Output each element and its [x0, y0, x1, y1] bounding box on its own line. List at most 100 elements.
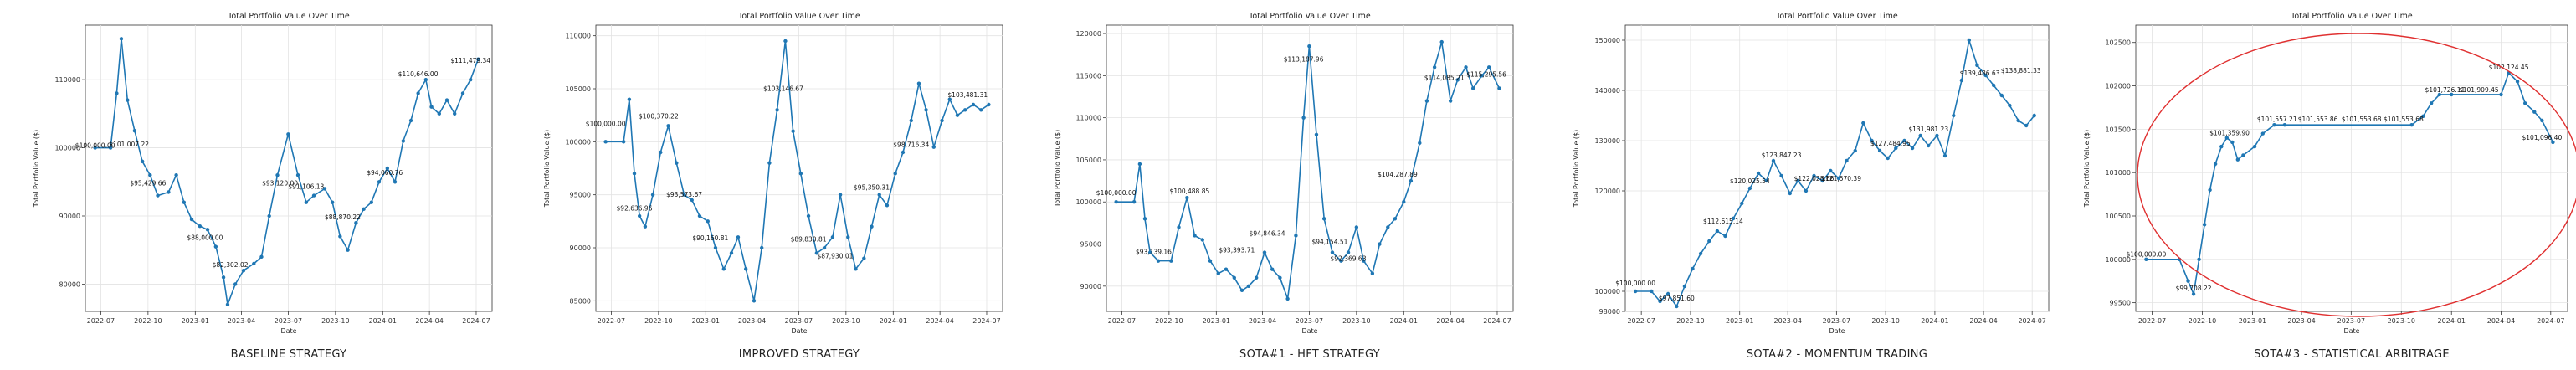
series-point	[1307, 44, 1311, 49]
series-point	[838, 193, 843, 197]
series-point	[862, 256, 866, 260]
series-point	[322, 187, 327, 191]
series-point	[1723, 234, 1727, 239]
series-point	[1829, 168, 1833, 173]
series-point	[1975, 63, 1979, 68]
x-tick-label: 2024-04	[1969, 317, 1997, 325]
series-point	[189, 217, 194, 222]
data-label: $94,846.34	[1250, 229, 1285, 237]
series-point	[225, 302, 230, 307]
chart-caption: IMPROVED STRATEGY	[738, 348, 860, 361]
y-tick-label: 85000	[570, 297, 591, 305]
data-label: $87,930.01	[817, 253, 853, 260]
series-point	[1464, 65, 1468, 69]
series-point	[775, 108, 779, 112]
data-label: $113,187.96	[1284, 55, 1324, 63]
y-tick-label: 80000	[59, 280, 80, 288]
data-label: $93,573.67	[666, 191, 702, 198]
chart-panel-4: 98000 100000 120000 130000 140000 150000 2022-…	[1565, 0, 2050, 370]
series-point	[783, 39, 788, 44]
data-label: $100,000.00	[2127, 251, 2167, 259]
data-label: $112,615.14	[1703, 218, 1743, 225]
chart-title: Total Portfolio Value Over Time	[737, 12, 860, 21]
y-tick-label: 105000	[565, 85, 591, 93]
series-point	[1861, 121, 1865, 126]
series-point	[108, 146, 113, 150]
series-point	[1497, 86, 1501, 90]
data-label: $100,000.00	[1615, 280, 1655, 287]
series-point	[148, 172, 152, 177]
data-label: $90,160.81	[692, 234, 728, 242]
series-point	[311, 193, 316, 198]
series-point	[1270, 267, 1275, 271]
x-tick-label: 2023-01	[182, 317, 209, 325]
x-tick-label: 2024-04	[415, 317, 443, 325]
series-point	[1346, 250, 1351, 254]
x-tick-label: 2024-07	[972, 317, 1000, 325]
series-point	[1330, 250, 1335, 254]
series-point	[1747, 186, 1752, 191]
series-point	[1675, 304, 1679, 309]
series-point	[2024, 123, 2029, 128]
series-point	[241, 268, 246, 273]
series-point	[2515, 80, 2520, 84]
chart-caption: BASELINE STRATEGY	[230, 348, 347, 361]
data-label: $121,570.39	[1821, 175, 1861, 182]
series-point	[2551, 140, 2555, 145]
x-axis-label: Date	[1829, 327, 1845, 335]
series-point	[1715, 229, 1720, 234]
data-label: $98,716.34	[893, 141, 929, 149]
series-point	[444, 98, 449, 102]
series-point	[1779, 173, 1783, 178]
series-point	[743, 267, 748, 271]
series-point	[369, 200, 373, 204]
series-point	[2421, 114, 2425, 119]
series-point	[1402, 200, 1406, 204]
series-point	[1771, 158, 1776, 163]
chart-panel-1: 80000 90000 100000 110000 2022-07 2022-10 2023…	[25, 0, 494, 370]
data-label: $101,553.86	[2298, 116, 2338, 123]
data-label: $101,553.68	[2342, 116, 2382, 123]
series-point	[1698, 251, 1703, 256]
series-point	[2032, 113, 2036, 118]
series-point	[1935, 133, 1939, 138]
series-point	[1845, 158, 1849, 163]
series-point	[1156, 259, 1161, 263]
x-tick-label: 2023-04	[738, 317, 766, 325]
y-tick-label: 140000	[1594, 87, 1620, 95]
series-point	[955, 113, 960, 117]
data-label: $93,393.71	[1219, 247, 1255, 254]
series-point	[666, 124, 670, 128]
series-point	[893, 172, 897, 176]
series-point	[1370, 271, 1375, 275]
x-axis-label: Date	[2343, 327, 2359, 335]
series-point	[603, 140, 608, 144]
series-point	[1967, 38, 1972, 43]
series-point	[1224, 267, 1229, 271]
series-point	[1870, 138, 1874, 143]
series-point	[132, 129, 137, 133]
data-label: $100,000.00	[586, 120, 626, 127]
y-tick-label: 90000	[1080, 283, 1101, 290]
series-point	[1486, 65, 1491, 69]
series-point	[1409, 178, 1414, 183]
series-point	[690, 198, 694, 203]
data-label: $100,370.22	[639, 112, 679, 120]
series-point	[1185, 196, 1189, 200]
data-label: $122,028.66	[1794, 175, 1835, 182]
data-label: $101,553.68	[2384, 116, 2424, 123]
series-point	[1424, 99, 1429, 103]
x-tick-label: 2023-07	[1823, 317, 1850, 325]
data-label: $88,870.22	[325, 213, 361, 221]
x-tick-label: 2024-07	[1483, 317, 1511, 325]
series-point	[916, 81, 921, 85]
series-point	[156, 193, 160, 198]
chart-caption: SOTA#3 - STATISTICAL ARBITRAGE	[2254, 348, 2450, 361]
series-point	[167, 190, 171, 194]
data-label: $97,851.60	[1659, 295, 1695, 302]
series-point	[1439, 39, 1444, 44]
chart-svg: 85000 90000 95000 100000 105000 110000 2022-07…	[543, 12, 1003, 335]
x-tick-label: 2022-10	[644, 317, 672, 325]
x-tick-label: 2023-01	[692, 317, 720, 325]
y-axis-label: Total Portfolio Value ($)	[33, 130, 40, 208]
